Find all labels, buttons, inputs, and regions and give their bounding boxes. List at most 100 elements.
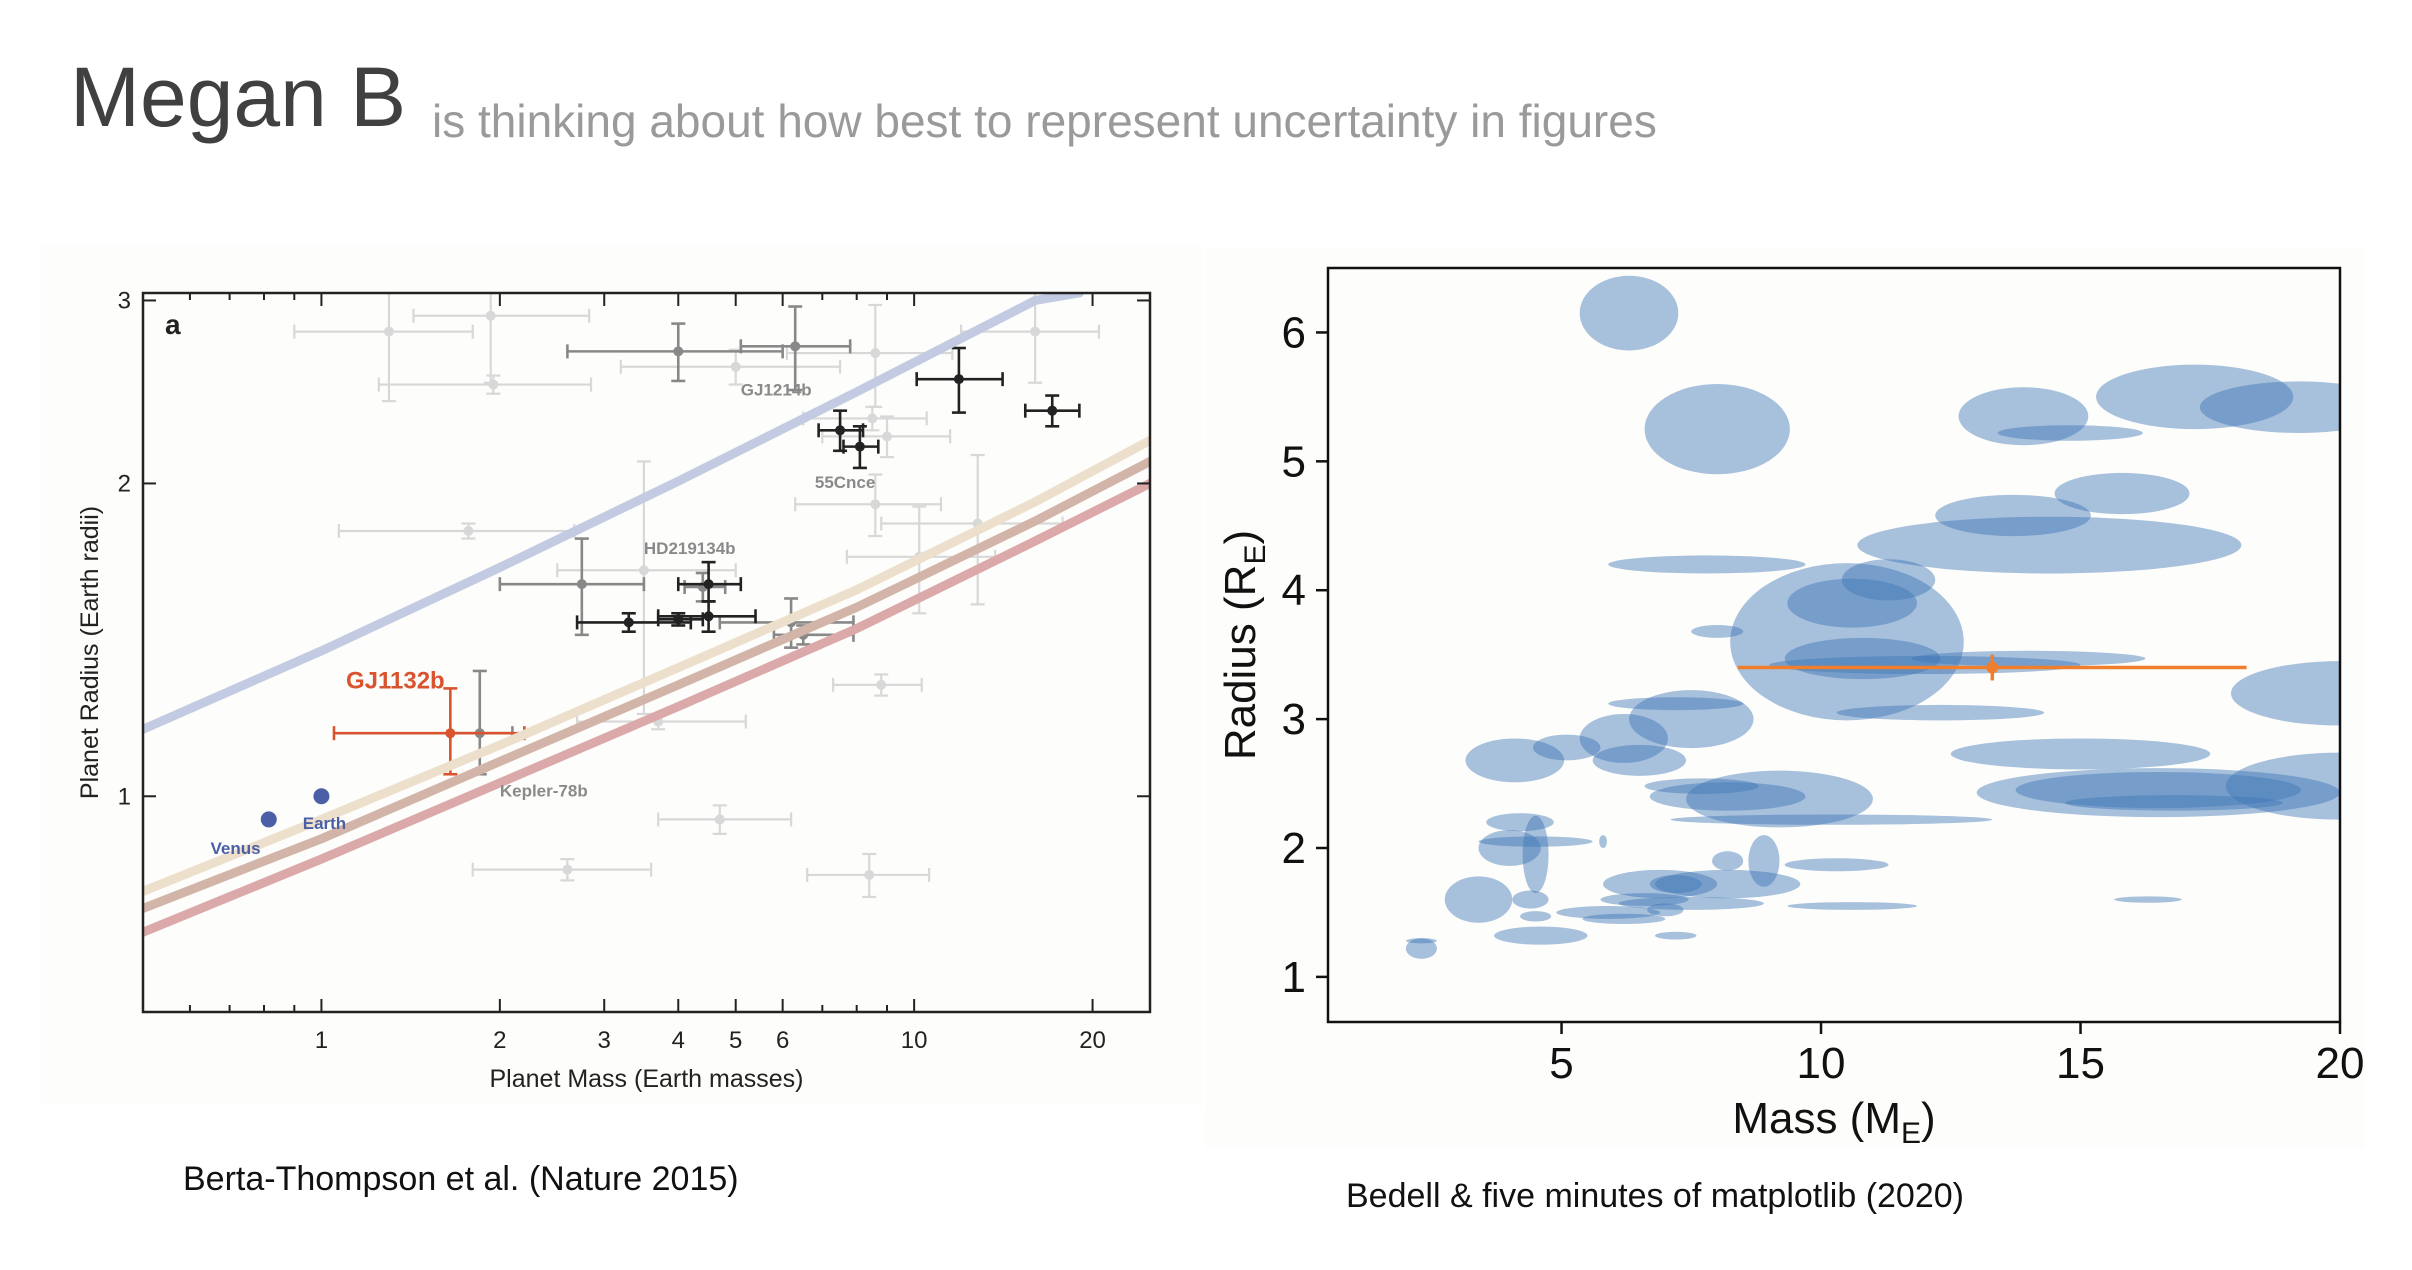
planet-point-faint xyxy=(657,804,793,835)
uncertainty-ellipse xyxy=(1644,778,1759,794)
uncertainty-ellipse xyxy=(1582,913,1666,925)
planet-marker xyxy=(953,374,964,385)
y-tick-label: 5 xyxy=(1282,437,1306,486)
plot-frame xyxy=(141,291,1152,1014)
model-curve-2 xyxy=(143,435,1150,896)
planet-point-dark xyxy=(915,346,1004,414)
model-curve-3 xyxy=(143,456,1150,913)
uncertainty-ellipse xyxy=(1654,931,1697,940)
caption-left: Berta-Thompson et al. (Nature 2015) xyxy=(183,1160,739,1198)
planet-point-dark xyxy=(656,611,705,627)
uncertainty-ellipse xyxy=(1787,902,1918,910)
uncertainty-ellipse xyxy=(1629,690,1754,749)
y-axis-label: Planet Radius (Earth radii) xyxy=(76,506,104,799)
uncertainty-ellipse xyxy=(1836,704,2045,721)
uncertainty-ellipse xyxy=(1405,938,1437,959)
planet-marker xyxy=(383,326,394,337)
planet-marker xyxy=(313,788,330,805)
uncertainty-ellipse xyxy=(1976,768,2340,818)
planet-marker xyxy=(864,869,875,880)
uncertainty-ellipse xyxy=(1670,814,1993,825)
planet-point-mid xyxy=(566,322,784,383)
planet-point-faint xyxy=(794,473,943,538)
x-tick-label: 4 xyxy=(672,1027,685,1054)
right-figure-background xyxy=(1205,248,2365,1148)
planet-marker xyxy=(876,679,887,690)
uncertainty-ellipses xyxy=(1405,275,2340,959)
planet-marker xyxy=(562,864,573,875)
planet-marker xyxy=(445,728,456,739)
highlight-marker xyxy=(1986,661,1999,674)
uncertainty-ellipse xyxy=(1730,563,1964,721)
x-tick-label: 15 xyxy=(2056,1039,2105,1088)
uncertainty-ellipse xyxy=(1520,911,1552,922)
uncertainty-ellipse xyxy=(1950,738,2211,770)
planet-marker xyxy=(835,425,846,436)
planet-point-faint xyxy=(471,858,653,882)
uncertainty-ellipse xyxy=(1532,734,1601,761)
planet-point-faint xyxy=(821,415,952,459)
x-tick-label: 20 xyxy=(1079,1027,1106,1054)
planet-point-faint xyxy=(293,293,474,403)
uncertainty-ellipse xyxy=(2015,771,2302,809)
planet-point-highlight xyxy=(332,687,526,776)
caption-right: Bedell & five minutes of matplotlib (202… xyxy=(1346,1177,1964,1215)
planet-point-solar xyxy=(313,788,330,805)
left-figure-background xyxy=(40,245,1202,1105)
planet-marker xyxy=(488,379,499,390)
x-tick-label: 2 xyxy=(493,1027,506,1054)
planet-point-dark xyxy=(1023,394,1081,428)
uncertainty-ellipse xyxy=(2199,381,2340,433)
uncertainty-ellipse xyxy=(1748,835,1780,887)
annotation-label: GJ1214b xyxy=(741,381,812,400)
model-curves xyxy=(143,293,1150,937)
uncertainty-ellipse xyxy=(1857,516,2242,574)
annotation-label: Earth xyxy=(303,814,346,833)
uncertainty-ellipse xyxy=(1649,875,1702,894)
uncertainty-ellipse xyxy=(1769,655,2081,674)
status-text: is thinking about how best to represent … xyxy=(432,95,1657,147)
uncertainty-ellipse xyxy=(1512,890,1549,909)
uncertainty-ellipse xyxy=(1465,738,1565,783)
x-tick-label: 20 xyxy=(2316,1039,2365,1088)
uncertainty-ellipse xyxy=(1841,559,1936,601)
annotation-label: Kepler-78b xyxy=(500,781,588,800)
uncertainty-ellipse xyxy=(1618,896,1764,910)
uncertainty-ellipse xyxy=(1649,782,1806,811)
x-tick-label: 6 xyxy=(776,1027,789,1054)
planet-marker xyxy=(260,811,277,828)
x-tick-label: 5 xyxy=(1549,1039,1573,1088)
planet-marker xyxy=(790,341,801,352)
author-name: Megan B xyxy=(70,50,407,144)
planet-marker xyxy=(673,614,684,625)
uncertainty-ellipse xyxy=(1592,744,1687,776)
uncertainty-ellipse xyxy=(1644,384,1790,475)
x-tick-label: 3 xyxy=(598,1027,611,1054)
annotation-label: GJ1132b xyxy=(346,667,445,694)
planet-marker xyxy=(870,499,881,510)
planet-marker xyxy=(673,346,684,357)
y-tick-label: 6 xyxy=(1282,308,1306,357)
planet-point-dark xyxy=(575,611,693,633)
planet-point-faint xyxy=(832,673,923,697)
annotation-label: Venus xyxy=(211,839,261,858)
uncertainty-ellipse xyxy=(1579,713,1668,763)
plot-frame xyxy=(1326,266,2342,1024)
planet-marker xyxy=(1030,326,1041,337)
uncertainty-ellipse xyxy=(1600,893,1689,906)
x-tick-label: 10 xyxy=(1797,1039,1846,1088)
planet-marker xyxy=(870,348,881,359)
planet-marker xyxy=(1047,405,1058,416)
planet-point-faint xyxy=(337,522,576,540)
uncertainty-ellipse xyxy=(1712,851,1744,871)
planet-point-faint xyxy=(575,712,747,731)
uncertainty-ellipse xyxy=(1579,275,1679,351)
x-tick-label: 1 xyxy=(315,1027,328,1054)
planet-marker xyxy=(882,431,893,442)
x-tick-label: 5 xyxy=(729,1027,742,1054)
uncertainty-ellipse xyxy=(1478,829,1541,867)
model-curve-4 xyxy=(143,478,1150,937)
uncertainty-ellipse xyxy=(1608,697,1744,711)
y-tick-label: 2 xyxy=(1282,824,1306,873)
uncertainty-ellipse xyxy=(2114,896,2182,903)
